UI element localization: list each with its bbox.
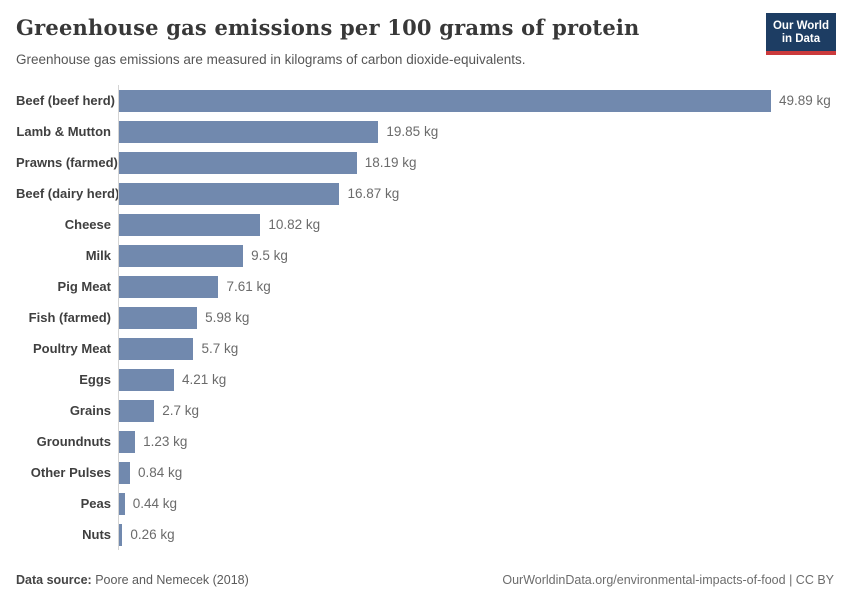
- chart-row: Poultry Meat 5.7 kg: [16, 333, 845, 364]
- category-label: Milk: [85, 248, 111, 263]
- bar-cell: 5.7 kg: [118, 333, 845, 364]
- value-label: 0.84 kg: [137, 465, 183, 480]
- value-label: 1.23 kg: [143, 434, 188, 449]
- category-label: Prawns (farmed): [16, 155, 118, 170]
- bar-cell: 0.84 kg: [118, 457, 845, 488]
- chart-row: Groundnuts 1.23 kg: [16, 426, 845, 457]
- bar[interactable]: [119, 523, 123, 546]
- chart-subtitle: Greenhouse gas emissions are measured in…: [16, 52, 526, 67]
- category-label: Eggs: [79, 372, 111, 387]
- bar-cell: 9.5 kg: [118, 240, 845, 271]
- chart-row: Eggs 4.21 kg: [16, 364, 845, 395]
- value-label: 9.5 kg: [251, 248, 288, 263]
- footer-separator: |: [785, 573, 796, 587]
- bar[interactable]: [119, 492, 125, 515]
- bar[interactable]: [119, 368, 175, 391]
- bar[interactable]: [119, 430, 136, 453]
- value-label: 19.85 kg: [386, 124, 439, 139]
- category-label: Pig Meat: [57, 279, 111, 294]
- bar-cell: 0.44 kg: [118, 488, 845, 519]
- chart-row: Peas 0.44 kg: [16, 488, 845, 519]
- category-label: Beef (dairy herd): [16, 186, 120, 201]
- category-label: Lamb & Mutton: [16, 124, 111, 139]
- bar[interactable]: [119, 461, 130, 484]
- chart-row: Beef (dairy herd) 16.87 kg: [16, 178, 845, 209]
- chart-row: Nuts 0.26 kg: [16, 519, 845, 550]
- chart-row: Prawns (farmed) 18.19 kg: [16, 147, 845, 178]
- bar[interactable]: [119, 399, 155, 422]
- bar-chart: Beef (beef herd) 49.89 kg Lamb & Mutton 19.…: [16, 85, 845, 550]
- bar[interactable]: [119, 120, 379, 143]
- chart-row: Grains 2.7 kg: [16, 395, 845, 426]
- bar-cell: 5.98 kg: [118, 302, 845, 333]
- chart-row: Lamb & Mutton 19.85 kg: [16, 116, 845, 147]
- category-label: Beef (beef herd): [16, 93, 115, 108]
- data-source-note: Data source: Poore and Nemecek (2018): [16, 573, 249, 587]
- bar-cell: 10.82 kg: [118, 209, 845, 240]
- bar-cell: 4.21 kg: [118, 364, 845, 395]
- category-label: Grains: [69, 403, 111, 418]
- chart-row: Cheese 10.82 kg: [16, 209, 845, 240]
- chart-title: Greenhouse gas emissions per 100 grams o…: [16, 15, 640, 40]
- value-label: 18.19 kg: [364, 155, 417, 170]
- chart-row: Milk 9.5 kg: [16, 240, 845, 271]
- chart-footer: Data source: Poore and Nemecek (2018) Ou…: [16, 573, 834, 587]
- category-label: Cheese: [64, 217, 111, 232]
- value-label: 5.98 kg: [205, 310, 250, 325]
- category-label: Other Pulses: [30, 465, 111, 480]
- footer-credits: OurWorldinData.org/environmental-impacts…: [502, 573, 834, 587]
- value-label: 4.21 kg: [182, 372, 227, 387]
- bar[interactable]: [119, 89, 771, 112]
- value-label: 10.82 kg: [268, 217, 321, 232]
- category-label: Fish (farmed): [28, 310, 111, 325]
- owid-logo-line1: Our World: [772, 20, 829, 32]
- bar[interactable]: [119, 275, 219, 298]
- value-label: 5.7 kg: [201, 341, 239, 356]
- bar-cell: 16.87 kg: [118, 178, 845, 209]
- footer-url-link[interactable]: OurWorldinData.org/environmental-impacts…: [502, 573, 786, 587]
- category-label: Poultry Meat: [32, 341, 111, 356]
- value-label: 7.61 kg: [226, 279, 271, 294]
- bar[interactable]: [119, 182, 340, 205]
- bar[interactable]: [119, 337, 194, 360]
- bar-cell: 19.85 kg: [118, 116, 845, 147]
- bar-cell: 18.19 kg: [118, 147, 845, 178]
- value-label: 49.89 kg: [779, 93, 831, 108]
- category-label: Nuts: [82, 527, 111, 542]
- value-label: 0.44 kg: [132, 496, 178, 511]
- owid-logo[interactable]: Our World in Data: [765, 13, 836, 55]
- bar[interactable]: [119, 213, 261, 236]
- bar-cell: 2.7 kg: [118, 395, 845, 426]
- bar-cell: 1.23 kg: [118, 426, 845, 457]
- value-label: 16.87 kg: [347, 186, 400, 201]
- bar-cell: 0.26 kg: [118, 519, 845, 550]
- category-label: Groundnuts: [36, 434, 111, 449]
- footer-license-link[interactable]: CC BY: [795, 573, 834, 587]
- bar[interactable]: [119, 306, 198, 329]
- data-source-value: Poore and Nemecek (2018): [91, 573, 249, 587]
- data-source-label: Data source:: [16, 573, 92, 587]
- owid-logo-line2: in Data: [781, 33, 821, 45]
- bar[interactable]: [119, 244, 244, 267]
- chart-row: Other Pulses 0.84 kg: [16, 457, 845, 488]
- chart-row: Fish (farmed) 5.98 kg: [16, 302, 845, 333]
- bar[interactable]: [119, 151, 357, 174]
- value-label: 0.26 kg: [130, 527, 175, 542]
- chart-row: Pig Meat 7.61 kg: [16, 271, 845, 302]
- category-label: Peas: [80, 496, 111, 511]
- value-label: 2.7 kg: [162, 403, 200, 418]
- chart-row: Beef (beef herd) 49.89 kg: [16, 85, 845, 116]
- bar-cell: 7.61 kg: [118, 271, 845, 302]
- bar-cell: 49.89 kg: [118, 85, 845, 116]
